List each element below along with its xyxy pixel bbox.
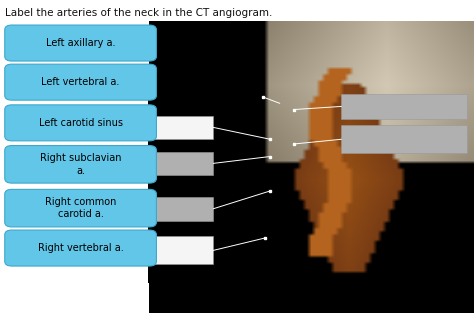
Bar — [341, 125, 467, 153]
Text: Left axillary a.: Left axillary a. — [46, 38, 115, 48]
Bar — [152, 236, 213, 264]
Bar — [152, 116, 213, 139]
Bar — [341, 94, 467, 119]
Bar — [148, 91, 156, 116]
Bar — [152, 152, 213, 175]
FancyBboxPatch shape — [5, 25, 156, 61]
FancyBboxPatch shape — [5, 230, 156, 266]
FancyBboxPatch shape — [5, 64, 156, 100]
Bar — [148, 217, 156, 239]
FancyBboxPatch shape — [5, 189, 156, 227]
FancyBboxPatch shape — [5, 105, 156, 141]
Text: Right subclavian
a.: Right subclavian a. — [40, 153, 121, 176]
Text: Left vertebral a.: Left vertebral a. — [41, 77, 120, 87]
Text: Label the arteries of the neck in the CT angiogram.: Label the arteries of the neck in the CT… — [5, 8, 272, 18]
Text: Left carotid sinus: Left carotid sinus — [38, 118, 123, 128]
Bar — [148, 125, 156, 150]
Bar — [148, 263, 156, 283]
Bar — [152, 197, 213, 221]
Text: Right vertebral a.: Right vertebral a. — [38, 243, 123, 253]
Bar — [148, 172, 156, 197]
Bar — [149, 22, 474, 313]
Text: Right common
carotid a.: Right common carotid a. — [45, 197, 116, 219]
FancyBboxPatch shape — [5, 146, 156, 183]
